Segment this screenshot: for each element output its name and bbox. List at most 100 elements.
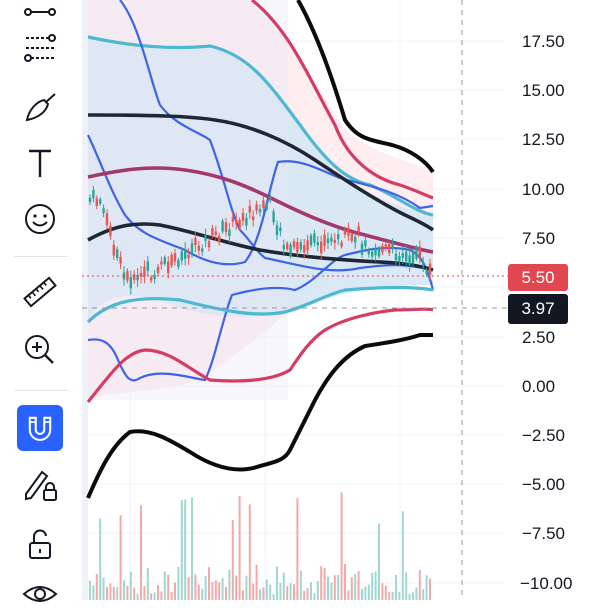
candle-body — [357, 226, 360, 233]
emoji-tool[interactable] — [15, 197, 65, 241]
volume-bar — [316, 581, 319, 600]
eye-icon — [22, 586, 58, 602]
band-navy-lower — [87, 222, 434, 272]
candle-body — [248, 206, 251, 213]
candle-body — [374, 249, 377, 256]
price-axis-label: 15.00 — [522, 81, 565, 100]
candle-body — [167, 261, 170, 274]
price-axis-label: 10.00 — [522, 180, 565, 199]
candle-body — [150, 277, 153, 281]
candle-body — [275, 225, 279, 236]
candle-body — [262, 200, 265, 209]
candle-body — [388, 244, 391, 254]
candle-body — [405, 251, 408, 262]
candle-body — [326, 238, 330, 244]
candle-body — [320, 241, 323, 254]
candle-body — [224, 222, 228, 233]
volume-bar — [344, 564, 346, 600]
text-tool[interactable] — [15, 141, 65, 185]
trend-line-icon — [24, 8, 56, 16]
volume-bar — [320, 566, 323, 600]
volume-bar — [92, 585, 95, 600]
volume-bar — [262, 587, 265, 600]
candle-body — [381, 245, 384, 253]
volume-bar — [129, 571, 132, 600]
candle-body — [255, 204, 258, 211]
candle-body — [163, 257, 166, 265]
candle-body — [112, 244, 115, 256]
candle-body — [306, 240, 309, 251]
ruler-tool[interactable] — [15, 270, 65, 314]
candle-body — [337, 234, 340, 240]
candle-body — [245, 217, 248, 226]
volume-bar — [184, 499, 187, 600]
candle-body — [119, 256, 122, 264]
volume-bar — [354, 574, 357, 600]
candle-body — [252, 216, 255, 221]
volume-bar — [412, 592, 414, 600]
candle-body — [207, 241, 211, 248]
drawing-toolbar — [0, 0, 82, 602]
volume-bar — [384, 585, 387, 600]
price-axis-label: 0.00 — [522, 377, 556, 396]
volume-bar — [136, 593, 139, 600]
candle-body — [292, 241, 296, 248]
candle-body — [102, 208, 105, 214]
candle-body — [218, 235, 221, 243]
volume-bar — [272, 593, 275, 600]
price-axis-label: −5.00 — [522, 475, 566, 494]
candle-body — [173, 253, 177, 262]
price-axis-label: −2.50 — [522, 426, 566, 445]
candle-body — [299, 242, 302, 250]
price-axis-label: −7.50 — [522, 524, 566, 543]
volume-bar — [163, 571, 166, 600]
candle-body — [129, 277, 132, 289]
volume-bar — [350, 577, 353, 600]
volume-bar — [106, 587, 108, 600]
purple-tint — [88, 0, 288, 400]
lock-drawings-tool[interactable] — [15, 462, 65, 506]
unlock-tool[interactable] — [15, 522, 65, 566]
hide-drawings-tool[interactable] — [15, 572, 65, 616]
volume-bar — [242, 590, 244, 600]
zoom-in-icon — [25, 335, 54, 364]
candle-body — [354, 236, 357, 243]
volume-bar — [191, 497, 193, 600]
volume-bar — [180, 500, 183, 600]
volume-bar — [228, 569, 231, 600]
candle-body — [377, 248, 381, 257]
volume-bar — [415, 587, 418, 600]
magnet-icon — [28, 416, 52, 441]
zoom-in-tool[interactable] — [15, 328, 65, 372]
candle-body — [360, 243, 364, 255]
ruler-icon — [23, 276, 57, 308]
volume-bar — [140, 505, 142, 600]
volume-bar — [248, 504, 251, 600]
volume-bar — [231, 519, 234, 600]
candle-body — [269, 196, 272, 201]
volume-bar — [323, 567, 326, 600]
brush-tool[interactable] — [15, 86, 65, 130]
volume-bars — [89, 492, 431, 600]
band-maroon — [87, 166, 434, 254]
trend-line-tool[interactable] — [15, 0, 65, 24]
volume-bar — [119, 515, 122, 600]
volume-bar — [150, 593, 153, 600]
candle-body — [265, 205, 268, 210]
price-axis-label: 2.50 — [522, 328, 556, 347]
inner-band-fill — [88, 35, 433, 320]
volume-bar — [361, 588, 363, 600]
volume-bar — [194, 574, 197, 600]
magnet-tool[interactable] — [17, 405, 63, 451]
fib-retracement-tool[interactable] — [15, 26, 65, 70]
volume-bar — [310, 582, 312, 600]
price-chart[interactable] — [82, 0, 600, 600]
candle-body — [367, 251, 370, 255]
volume-bar — [282, 572, 285, 600]
volume-bar — [187, 577, 190, 600]
band-cyan-lower — [86, 285, 434, 324]
volume-bar — [429, 578, 431, 600]
candle-body — [146, 261, 149, 271]
volume-bar — [293, 584, 295, 600]
price-axis-label: 12.50 — [522, 130, 565, 149]
